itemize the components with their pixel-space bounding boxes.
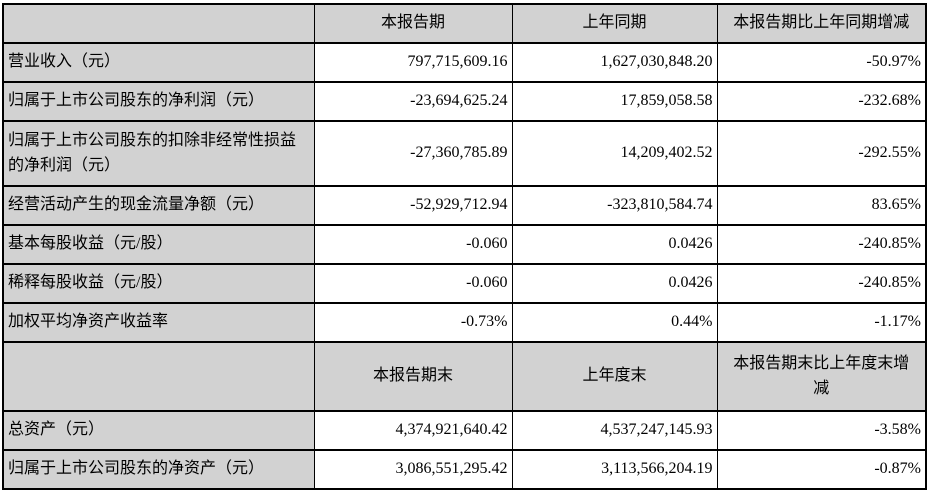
row-label: 营业收入（元）: [2, 42, 315, 83]
cell-current-period: 797,715,609.16: [313, 42, 513, 83]
cell-current-period: -52,929,712.94: [313, 185, 513, 226]
cell-current-period-end: 4,374,921,640.42: [313, 410, 513, 451]
financial-summary-table: 本报告期 上年同期 本报告期比上年同期增减 营业收入（元） 797,715,60…: [2, 3, 927, 490]
cell-change: -3.58%: [716, 410, 927, 451]
table-row-basic-eps: 基本每股收益（元/股） -0.060 0.0426 -240.85%: [2, 224, 927, 265]
cell-change: -240.85%: [716, 224, 927, 265]
cell-current-period: -0.060: [313, 224, 513, 265]
column-header-current-period: 本报告期: [313, 3, 513, 44]
table-row-net-profit-excl-nonrecurring: 归属于上市公司股东的扣除非经常性损益的净利润（元） -27,360,785.89…: [2, 120, 927, 187]
row-label: 加权平均净资产收益率: [2, 302, 315, 343]
cell-prior-year-end: 3,113,566,204.19: [511, 449, 718, 490]
column-header-period-end-change: 本报告期末比上年度末增减: [716, 341, 927, 412]
cell-change: -240.85%: [716, 263, 927, 304]
table-row-net-assets: 归属于上市公司股东的净资产（元） 3,086,551,295.42 3,113,…: [2, 449, 927, 490]
table-row-net-profit: 归属于上市公司股东的净利润（元） -23,694,625.24 17,859,0…: [2, 81, 927, 122]
table-row-diluted-eps: 稀释每股收益（元/股） -0.060 0.0426 -240.85%: [2, 263, 927, 304]
cell-change: -292.55%: [716, 120, 927, 187]
cell-prior-period: 1,627,030,848.20: [511, 42, 718, 83]
cell-change: -0.87%: [716, 449, 927, 490]
cell-current-period: -0.73%: [313, 302, 513, 343]
row-label: 总资产（元）: [2, 410, 315, 451]
table-row-weighted-avg-roe: 加权平均净资产收益率 -0.73% 0.44% -1.17%: [2, 302, 927, 343]
table-row-total-assets: 总资产（元） 4,374,921,640.42 4,537,247,145.93…: [2, 410, 927, 451]
cell-current-period: -23,694,625.24: [313, 81, 513, 122]
period-end-header-row: 本报告期末 上年度末 本报告期末比上年度末增减: [2, 341, 927, 412]
column-header-prior-year-end: 上年度末: [511, 341, 718, 412]
cell-prior-period: -323,810,584.74: [511, 185, 718, 226]
cell-current-period: -27,360,785.89: [313, 120, 513, 187]
cell-change: 83.65%: [716, 185, 927, 226]
table-row-operating-cash-flow: 经营活动产生的现金流量净额（元） -52,929,712.94 -323,810…: [2, 185, 927, 226]
row-label: 基本每股收益（元/股）: [2, 224, 315, 265]
column-header-prior-period: 上年同期: [511, 3, 718, 44]
cell-prior-period: 0.0426: [511, 263, 718, 304]
cell-change: -50.97%: [716, 42, 927, 83]
row-label: 归属于上市公司股东的净利润（元）: [2, 81, 315, 122]
table-row-revenue: 营业收入（元） 797,715,609.16 1,627,030,848.20 …: [2, 42, 927, 83]
row-label: 经营活动产生的现金流量净额（元）: [2, 185, 315, 226]
cell-prior-period: 0.0426: [511, 224, 718, 265]
period-header-row: 本报告期 上年同期 本报告期比上年同期增减: [2, 3, 927, 44]
row-label: 归属于上市公司股东的净资产（元）: [2, 449, 315, 490]
cell-change: -232.68%: [716, 81, 927, 122]
blank-corner-cell: [2, 341, 315, 412]
cell-change: -1.17%: [716, 302, 927, 343]
blank-corner-cell: [2, 3, 315, 44]
cell-prior-year-end: 4,537,247,145.93: [511, 410, 718, 451]
cell-current-period: -0.060: [313, 263, 513, 304]
row-label: 归属于上市公司股东的扣除非经常性损益的净利润（元）: [2, 120, 315, 187]
cell-current-period-end: 3,086,551,295.42: [313, 449, 513, 490]
column-header-current-period-end: 本报告期末: [313, 341, 513, 412]
row-label: 稀释每股收益（元/股）: [2, 263, 315, 304]
cell-prior-period: 17,859,058.58: [511, 81, 718, 122]
cell-prior-period: 0.44%: [511, 302, 718, 343]
cell-prior-period: 14,209,402.52: [511, 120, 718, 187]
column-header-period-change: 本报告期比上年同期增减: [716, 3, 927, 44]
